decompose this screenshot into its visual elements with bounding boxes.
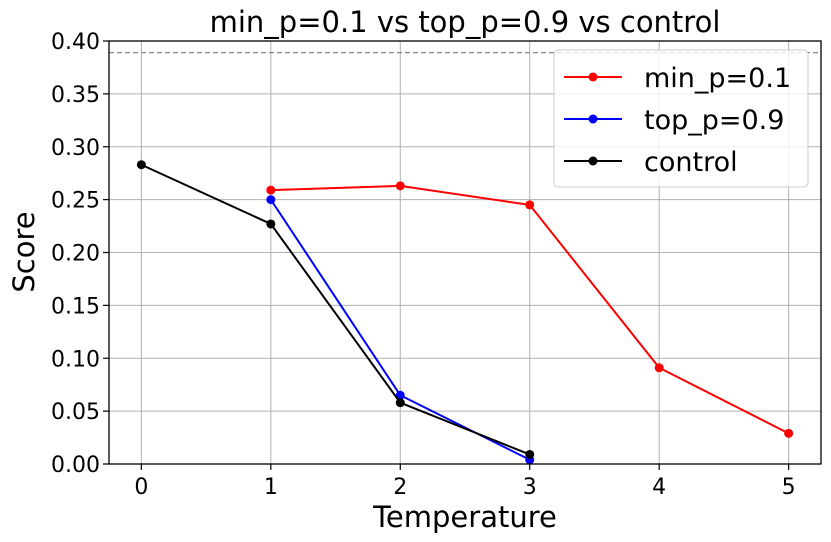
y-axis-label: Score — [7, 211, 41, 292]
data-point — [266, 185, 276, 195]
x-tick-label: 3 — [523, 475, 537, 500]
legend-marker — [588, 72, 598, 82]
legend-label: top_p=0.9 — [644, 105, 784, 136]
y-tick-label: 0.35 — [51, 83, 100, 108]
legend-label: control — [644, 147, 738, 178]
x-tick-label: 2 — [393, 475, 407, 500]
data-point — [266, 219, 276, 229]
data-point — [395, 181, 405, 191]
data-point — [525, 200, 535, 210]
series-layer — [136, 160, 794, 465]
x-axis-label: Temperature — [372, 500, 557, 534]
data-point — [395, 390, 405, 400]
legend-label: min_p=0.1 — [644, 63, 791, 94]
y-tick-label: 0.10 — [51, 347, 100, 372]
y-tick-label: 0.20 — [51, 242, 100, 267]
x-axis-ticks: 0 1 2 3 4 5 — [134, 464, 796, 500]
data-point — [654, 363, 664, 373]
x-tick-label: 1 — [264, 475, 278, 500]
y-tick-label: 0.25 — [51, 189, 100, 214]
y-tick-label: 0.30 — [51, 136, 100, 161]
y-tick-label: 0.05 — [51, 400, 100, 425]
data-point — [525, 449, 535, 459]
legend-marker — [588, 156, 598, 166]
data-point — [395, 398, 405, 408]
legend-marker — [588, 114, 598, 124]
x-tick-label: 5 — [782, 475, 796, 500]
y-tick-label: 0.15 — [51, 294, 100, 319]
data-point — [784, 428, 794, 438]
legend-box — [553, 49, 809, 188]
y-tick-label: 0.00 — [51, 453, 100, 478]
y-tick-label: 0.40 — [51, 30, 100, 55]
x-tick-label: 4 — [652, 475, 666, 500]
series-line-2 — [140, 163, 531, 456]
data-point — [266, 195, 276, 205]
data-point — [136, 160, 146, 170]
y-axis-ticks: 0.00 0.05 0.10 0.15 0.20 0.25 0.30 0.35 0.40 — [51, 30, 109, 478]
x-tick-label: 0 — [134, 475, 148, 500]
chart-title: min_p=0.1 vs top_p=0.9 vs control — [210, 5, 721, 39]
